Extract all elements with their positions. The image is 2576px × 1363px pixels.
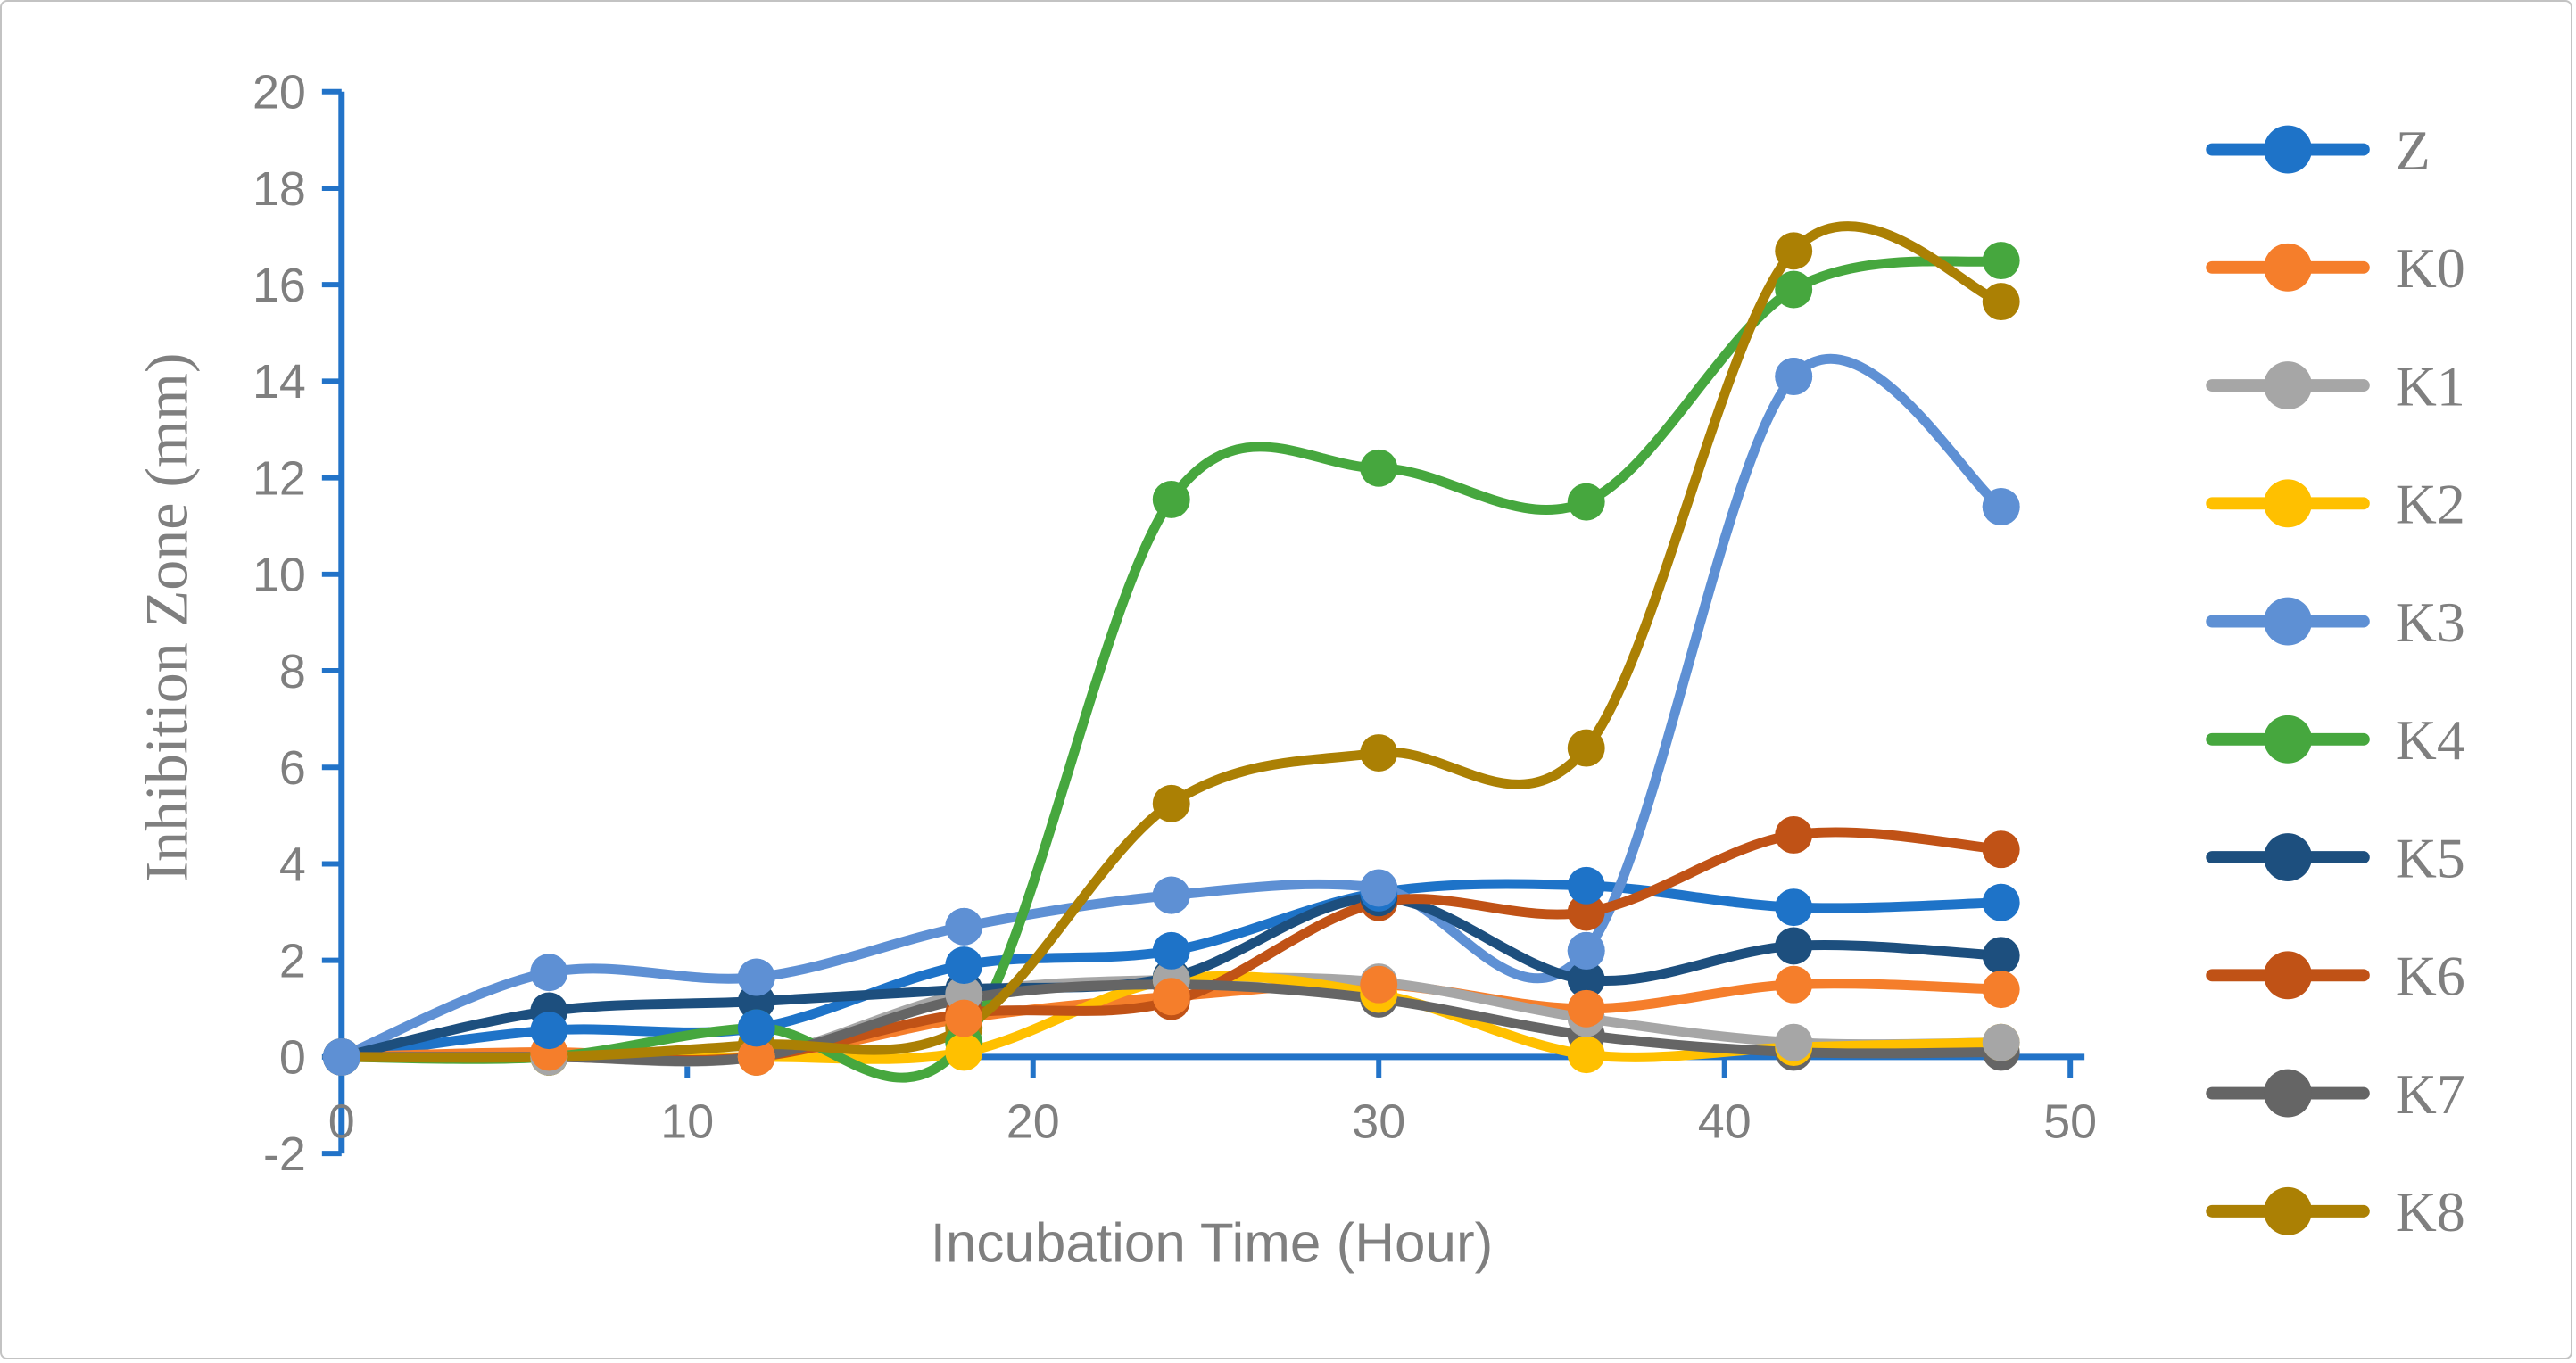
legend-swatch-dot-icon	[2264, 361, 2312, 409]
series-marker-K0	[1567, 989, 1605, 1028]
legend-item-K4: K4	[2206, 708, 2465, 772]
series-marker-K5	[1775, 927, 1813, 965]
legend-item-K3: K3	[2206, 591, 2465, 654]
legend-label: K6	[2396, 945, 2465, 1008]
series-marker-K0	[1982, 971, 2020, 1009]
legend-label: Z	[2396, 119, 2431, 182]
series-marker-K3	[1567, 931, 1605, 970]
y-tick-label: -2	[263, 1128, 306, 1181]
series-marker-K3	[1152, 876, 1190, 914]
legend-swatch-dot-icon	[2264, 1186, 2312, 1235]
series-marker-K0	[1360, 965, 1398, 1004]
series-line-K4	[336, 255, 2007, 1083]
y-tick-label: 18	[253, 162, 306, 216]
series-marker-Z	[1567, 866, 1605, 905]
x-tick-label: 20	[1006, 1095, 1060, 1149]
legend-swatch-dot-icon	[2264, 715, 2312, 764]
legend-label: K3	[2396, 591, 2465, 654]
x-tick-label: 40	[1698, 1095, 1752, 1149]
y-tick-label: 8	[279, 645, 306, 698]
series-marker-K2	[945, 1033, 983, 1071]
legend-label: K4	[2396, 708, 2465, 772]
legend-swatch-dot-icon	[2264, 1069, 2312, 1118]
series-marker-K5	[1567, 961, 1605, 999]
x-tick-label: 10	[660, 1095, 714, 1149]
series-marker-K2	[1567, 1036, 1605, 1074]
series-marker-K4	[1775, 270, 1813, 309]
series-marker-K4	[1360, 449, 1398, 487]
series-marker-Z	[1775, 888, 1813, 927]
legend-swatch-dot-icon	[2264, 479, 2312, 528]
legend-swatch-dot-icon	[2264, 243, 2312, 292]
y-tick-label: 10	[253, 549, 306, 602]
legend-item-K1: K1	[2206, 354, 2465, 417]
series-line-K3	[336, 354, 2007, 1062]
legend-swatch-dot-icon	[2264, 833, 2312, 882]
series-marker-K6	[1567, 893, 1605, 931]
series-marker-Z	[530, 1012, 568, 1050]
series-marker-K0	[1152, 978, 1190, 1016]
series-marker-K0	[1775, 965, 1813, 1004]
y-tick-label: 14	[253, 355, 306, 409]
series-marker-K8	[1775, 232, 1813, 270]
x-axis-title: Incubation Time (Hour)	[930, 1212, 1494, 1275]
legend-label: K5	[2396, 826, 2465, 889]
series-marker-K4	[1982, 242, 2020, 280]
y-tick-label: 0	[279, 1031, 306, 1085]
series-marker-K0	[737, 1037, 775, 1076]
series-marker-K8	[1982, 283, 2020, 321]
series-marker-K3	[1982, 488, 2020, 526]
series-marker-Z	[1982, 883, 2020, 921]
series-marker-K8	[1360, 734, 1398, 772]
series-marker-K3	[530, 954, 568, 992]
series-marker-K6	[1982, 830, 2020, 869]
legend-label: K2	[2396, 473, 2465, 536]
series-marker-K8	[1567, 729, 1605, 767]
y-tick-label: 4	[279, 838, 306, 891]
x-tick-label: 50	[2043, 1095, 2097, 1149]
y-tick-label: 6	[279, 741, 306, 795]
legend-label: K8	[2396, 1180, 2465, 1243]
series-marker-K8	[1152, 784, 1190, 822]
series-marker-K3	[945, 907, 983, 946]
legend-label: K1	[2396, 354, 2465, 417]
series-marker-K3	[1360, 869, 1398, 907]
series-marker-K3	[322, 1037, 360, 1076]
y-tick-label: 16	[253, 259, 306, 312]
legend-item-K8: K8	[2206, 1180, 2465, 1243]
legend-label: K7	[2396, 1062, 2465, 1126]
y-axis-title: Inhibition Zone (mm)	[132, 352, 201, 882]
legend-item-K2: K2	[2206, 473, 2465, 536]
series-marker-K0	[945, 999, 983, 1037]
series-marker-K3	[737, 958, 775, 996]
y-tick-label: 20	[253, 66, 306, 120]
series-marker-Z	[1152, 931, 1190, 970]
series-marker-Z	[945, 946, 983, 985]
series-marker-K5	[1982, 937, 2020, 975]
legend-item-Z: Z	[2206, 119, 2431, 182]
legend-swatch-dot-icon	[2264, 597, 2312, 646]
y-tick-label: 12	[253, 451, 306, 505]
series-marker-K3	[1775, 358, 1813, 395]
x-tick-label: 30	[1352, 1095, 1405, 1149]
series-marker-K1	[1982, 1023, 2020, 1061]
legend-item-K7: K7	[2206, 1062, 2465, 1126]
x-tick-label: 0	[328, 1095, 355, 1149]
legend-label: K0	[2396, 236, 2465, 300]
legend-swatch-dot-icon	[2264, 951, 2312, 1000]
y-tick-label: 2	[279, 935, 306, 988]
series-marker-K4	[1567, 483, 1605, 521]
legend-item-K5: K5	[2206, 826, 2465, 889]
legend-item-K0: K0	[2206, 236, 2465, 300]
legend-item-K6: K6	[2206, 945, 2465, 1008]
series-marker-K6	[1775, 816, 1813, 854]
legend-swatch-dot-icon	[2264, 125, 2312, 174]
series-marker-K4	[1152, 480, 1190, 518]
series-marker-Z	[737, 1009, 775, 1047]
series-marker-K1	[1775, 1023, 1813, 1061]
series-line-K8	[336, 221, 2007, 1063]
